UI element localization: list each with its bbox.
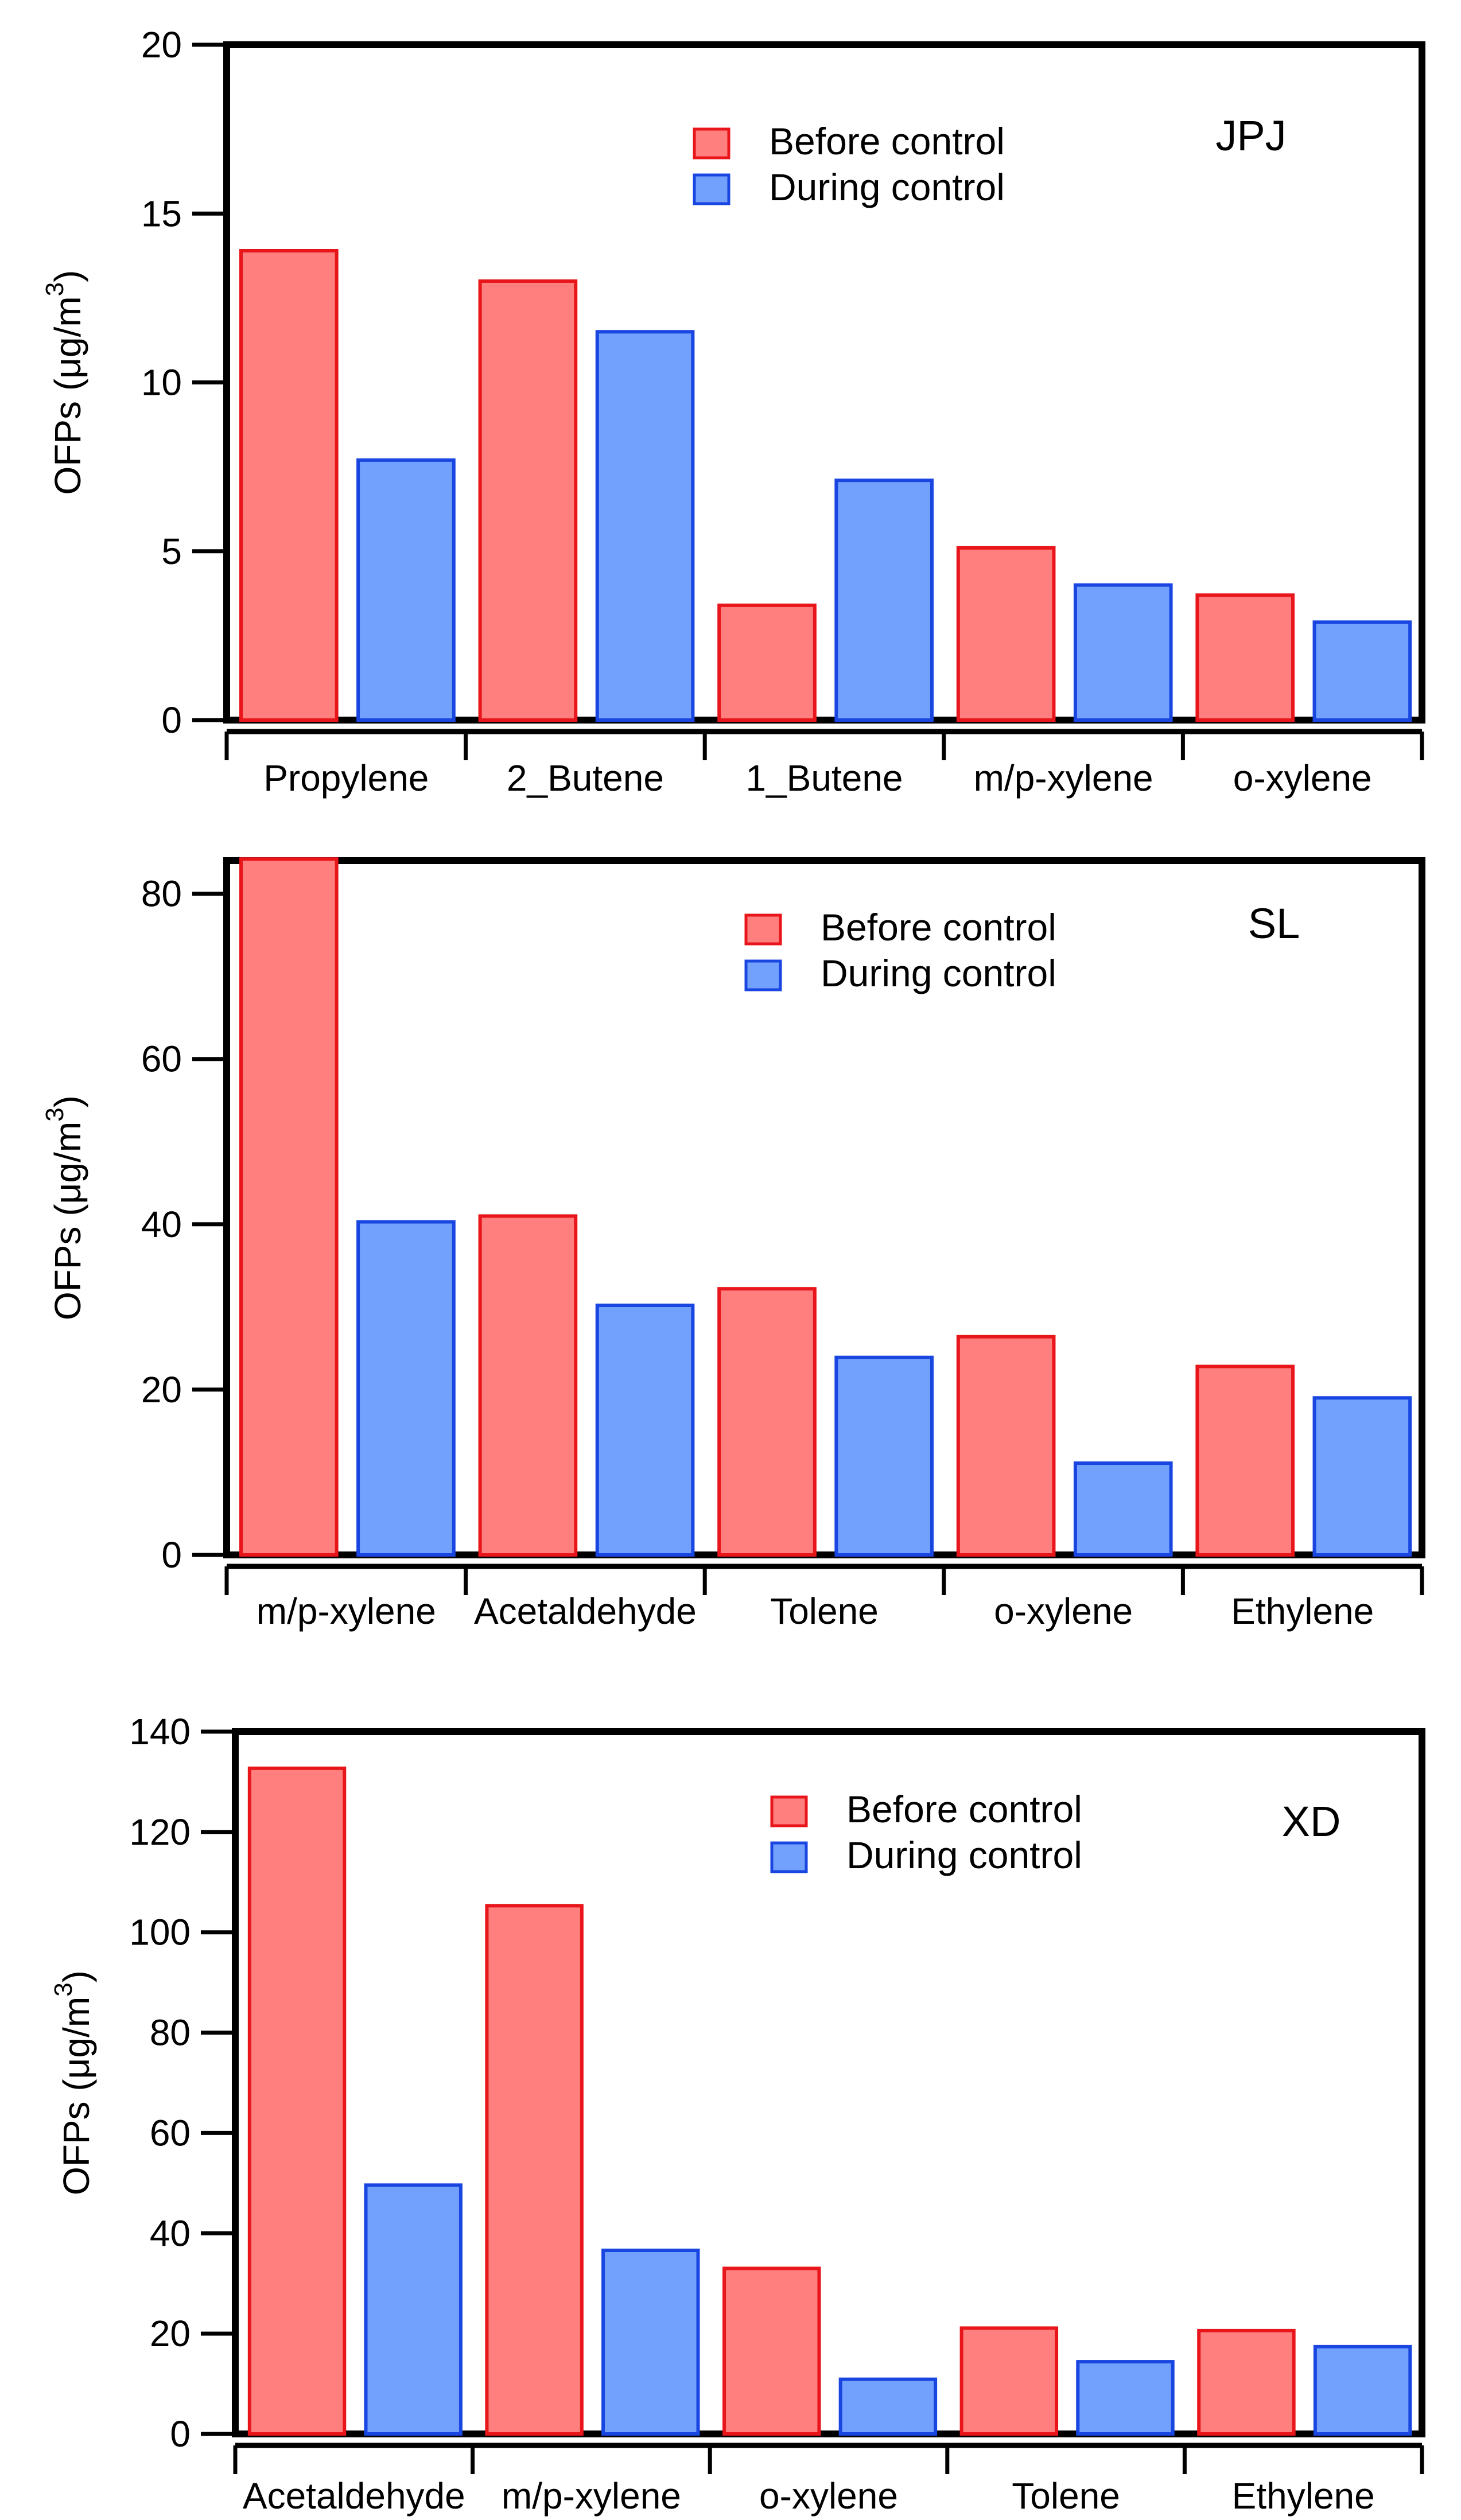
- y-tick-label: 120: [129, 1811, 191, 1853]
- bar-before-control: [485, 1904, 584, 2436]
- bar-before-control: [717, 1287, 817, 1557]
- y-tick-label: 15: [141, 193, 182, 234]
- x-category-label: o-xylene: [994, 1590, 1133, 1632]
- bar-before-control: [239, 857, 339, 1557]
- y-tick-label: 40: [150, 2212, 191, 2254]
- bar-during-control: [1073, 583, 1173, 722]
- y-tick-label: 40: [141, 1204, 182, 1245]
- y-tick-label: 5: [161, 531, 182, 572]
- bar-before-control: [247, 1766, 347, 2436]
- y-axis-title-text: OFPs (μg/m: [47, 1122, 88, 1320]
- legend-swatch-during: [744, 959, 782, 991]
- bar-before-control: [956, 546, 1056, 722]
- legend-swatch-before: [744, 913, 782, 946]
- bar-before-control: [956, 1335, 1056, 1557]
- legend-swatch-before: [770, 1795, 808, 1827]
- bar-during-control: [356, 1220, 456, 1557]
- y-axis-title-sup: 3: [49, 1982, 77, 1996]
- y-tick-label: 10: [141, 362, 182, 403]
- bar-during-control: [838, 2377, 938, 2436]
- bar-during-control: [834, 479, 934, 722]
- chart-panel-xd: 0 20 40 60 80 100 120 140 OFPs (μg/m3) Acetaldehy…: [49, 1711, 1425, 2517]
- bar-during-control: [364, 2183, 463, 2436]
- y-tick-label: 80: [150, 2012, 191, 2054]
- y-axis-title-text: OFPs (μg/m: [47, 296, 88, 495]
- bar-during-control: [595, 330, 695, 722]
- x-category-label: Tolene: [1012, 2475, 1120, 2517]
- plot-frame: [223, 857, 1425, 1558]
- legend-label-before: Before control: [821, 906, 1056, 948]
- y-tick-label: 60: [150, 2112, 191, 2153]
- y-axis-title-sup: 3: [41, 282, 69, 296]
- bar-during-control: [1076, 2360, 1175, 2436]
- legend-label-before: Before control: [769, 120, 1005, 162]
- station-title: XD: [1282, 1798, 1341, 1845]
- bar-during-control: [1312, 620, 1412, 722]
- x-category-label: Acetaldehyde: [243, 2475, 465, 2517]
- x-category-label: 1_Butene: [745, 757, 903, 799]
- y-axis-title-text: OFPs (μg/m: [56, 1997, 97, 2195]
- y-axis-title-sup: 3: [41, 1107, 69, 1121]
- x-category-label: Propylene: [263, 757, 429, 799]
- bar-before-control: [239, 248, 339, 722]
- bar-before-control: [478, 1214, 578, 1557]
- bar-during-control: [601, 2249, 700, 2436]
- x-category-label: Ethylene: [1232, 2475, 1375, 2517]
- legend-swatch-during: [770, 1841, 808, 1873]
- bar-before-control: [959, 2326, 1059, 2436]
- y-tick-label: 20: [141, 24, 182, 65]
- y-tick-label: 100: [129, 1912, 191, 1953]
- y-axis-title-close: ): [47, 270, 88, 282]
- plot-frame: [232, 1728, 1425, 2437]
- legend-label-during: During control: [821, 952, 1056, 994]
- bar-during-control: [1313, 2344, 1412, 2436]
- bar-before-control: [1197, 2328, 1296, 2436]
- bar-before-control: [717, 603, 817, 722]
- chart-panel-jpj: 0 5 10 15 20 OFPs (μg/m3) Propylene 2_Butene 1_B…: [41, 24, 1425, 799]
- y-axis-title: OFPs (μg/m3): [49, 1970, 97, 2195]
- x-category-label: o-xylene: [1233, 757, 1372, 799]
- y-axis-title: OFPs (μg/m3): [41, 270, 88, 495]
- bar-during-control: [834, 1355, 934, 1557]
- y-axis-title: OFPs (μg/m3): [41, 1095, 88, 1320]
- bar-before-control: [1195, 1364, 1295, 1557]
- y-tick-label: 0: [170, 2413, 191, 2455]
- bar-during-control: [1073, 1461, 1173, 1557]
- bar-during-control: [356, 458, 456, 722]
- y-tick-label: 140: [129, 1711, 191, 1752]
- x-category-label: Tolene: [770, 1590, 879, 1632]
- x-category-label: 2_Butene: [507, 757, 664, 799]
- station-title: JPJ: [1215, 112, 1286, 160]
- y-tick-label: 20: [141, 1369, 182, 1410]
- y-tick-label: 0: [161, 699, 182, 741]
- y-tick-label: 20: [150, 2313, 191, 2354]
- legend-swatch-during: [693, 173, 730, 205]
- y-tick-label: 60: [141, 1039, 182, 1080]
- bar-before-control: [1195, 593, 1295, 722]
- bar-during-control: [595, 1303, 695, 1557]
- x-category-label: m/p-xylene: [502, 2475, 681, 2517]
- y-axis-title-close: ): [56, 1970, 97, 1982]
- bar-during-control: [1312, 1396, 1412, 1557]
- legend-label-during: During control: [769, 166, 1005, 208]
- legend-swatch-before: [693, 127, 730, 160]
- legend-label-before: Before control: [846, 1788, 1082, 1830]
- x-category-label: m/p-xylene: [257, 1590, 436, 1632]
- chart-panel-sl: 0 20 40 60 80 OFPs (μg/m3) m/p-xylene Acetaldeh…: [41, 857, 1425, 1632]
- x-category-label: Ethylene: [1231, 1590, 1374, 1632]
- legend-label-during: During control: [846, 1834, 1082, 1876]
- bar-before-control: [478, 279, 578, 722]
- y-axis-title-close: ): [47, 1095, 88, 1107]
- y-tick-label: 0: [161, 1534, 182, 1576]
- bar-before-control: [722, 2266, 821, 2436]
- x-category-label: m/p-xylene: [974, 757, 1153, 799]
- x-category-label: Acetaldehyde: [474, 1590, 697, 1632]
- y-tick-label: 80: [141, 873, 182, 915]
- station-title: SL: [1248, 900, 1300, 947]
- x-category-label: o-xylene: [759, 2475, 898, 2517]
